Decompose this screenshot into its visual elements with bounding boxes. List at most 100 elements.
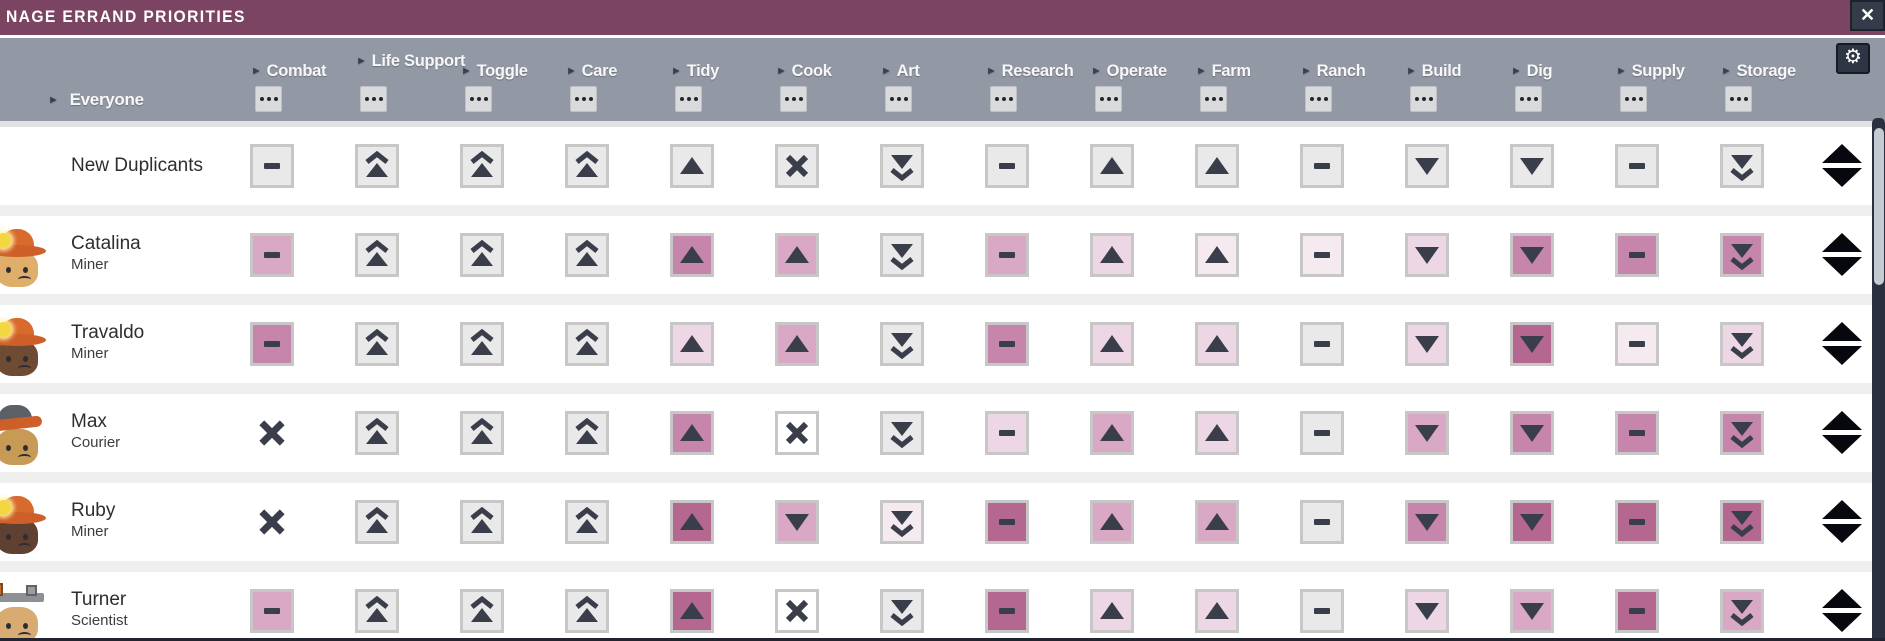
priority-cell-ruby-build[interactable]: [1405, 500, 1449, 544]
priority-cell-max-care[interactable]: [565, 411, 609, 455]
priority-cell-new-duplicants-tidy[interactable]: [670, 144, 714, 188]
priority-cell-turner-research[interactable]: [985, 589, 1029, 633]
priority-cell-turner-farm[interactable]: [1195, 589, 1239, 633]
priority-cell-travaldo-storage[interactable]: [1720, 322, 1764, 366]
priority-cell-ruby-tidy[interactable]: [670, 500, 714, 544]
priority-cell-new-duplicants-care[interactable]: [565, 144, 609, 188]
priority-cell-ruby-art[interactable]: [880, 500, 924, 544]
priority-cell-new-duplicants-cook[interactable]: [775, 144, 819, 188]
priority-cell-catalina-tidy[interactable]: [670, 233, 714, 277]
priority-cell-turner-cook[interactable]: [775, 589, 819, 633]
column-more-button-care[interactable]: [570, 86, 597, 112]
column-header-everyone[interactable]: ► Everyone: [48, 90, 248, 110]
priority-cell-ruby-life-support[interactable]: [355, 500, 399, 544]
priority-cell-new-duplicants-storage[interactable]: [1720, 144, 1764, 188]
priority-cell-new-duplicants-supply[interactable]: [1615, 144, 1659, 188]
row-sort-button-turner[interactable]: [1822, 589, 1862, 632]
priority-cell-turner-toggle[interactable]: [460, 589, 504, 633]
priority-cell-turner-life-support[interactable]: [355, 589, 399, 633]
column-more-button-toggle[interactable]: [465, 86, 492, 112]
priority-cell-ruby-care[interactable]: [565, 500, 609, 544]
priority-cell-catalina-art[interactable]: [880, 233, 924, 277]
priority-cell-travaldo-combat[interactable]: [250, 322, 294, 366]
priority-cell-catalina-toggle[interactable]: [460, 233, 504, 277]
priority-cell-travaldo-ranch[interactable]: [1300, 322, 1344, 366]
row-sort-button-travaldo[interactable]: [1822, 322, 1862, 365]
priority-cell-travaldo-build[interactable]: [1405, 322, 1449, 366]
priority-cell-new-duplicants-build[interactable]: [1405, 144, 1449, 188]
scrollbar-thumb[interactable]: [1873, 128, 1884, 285]
column-more-button-ranch[interactable]: [1305, 86, 1332, 112]
priority-cell-turner-supply[interactable]: [1615, 589, 1659, 633]
column-header-life-support[interactable]: ► Life Support: [356, 52, 468, 71]
column-more-button-farm[interactable]: [1200, 86, 1227, 112]
priority-cell-ruby-ranch[interactable]: [1300, 500, 1344, 544]
priority-cell-turner-storage[interactable]: [1720, 589, 1764, 633]
priority-cell-catalina-ranch[interactable]: [1300, 233, 1344, 277]
priority-cell-turner-tidy[interactable]: [670, 589, 714, 633]
priority-cell-max-supply[interactable]: [1615, 411, 1659, 455]
priority-cell-max-farm[interactable]: [1195, 411, 1239, 455]
priority-cell-new-duplicants-life-support[interactable]: [355, 144, 399, 188]
priority-cell-catalina-dig[interactable]: [1510, 233, 1554, 277]
column-more-button-dig[interactable]: [1515, 86, 1542, 112]
column-more-button-art[interactable]: [885, 86, 912, 112]
column-header-research[interactable]: ► Research: [986, 62, 1098, 81]
column-more-button-build[interactable]: [1410, 86, 1437, 112]
priority-cell-turner-build[interactable]: [1405, 589, 1449, 633]
column-more-button-operate[interactable]: [1095, 86, 1122, 112]
priority-cell-catalina-storage[interactable]: [1720, 233, 1764, 277]
priority-cell-turner-operate[interactable]: [1090, 589, 1134, 633]
priority-cell-catalina-care[interactable]: [565, 233, 609, 277]
column-more-button-cook[interactable]: [780, 86, 807, 112]
column-header-tidy[interactable]: ► Tidy: [671, 62, 783, 81]
priority-cell-max-cook[interactable]: [775, 411, 819, 455]
column-header-storage[interactable]: ► Storage: [1721, 62, 1833, 81]
priority-cell-catalina-research[interactable]: [985, 233, 1029, 277]
priority-cell-travaldo-care[interactable]: [565, 322, 609, 366]
priority-cell-travaldo-supply[interactable]: [1615, 322, 1659, 366]
priority-cell-turner-art[interactable]: [880, 589, 924, 633]
column-more-button-research[interactable]: [990, 86, 1017, 112]
priority-cell-ruby-dig[interactable]: [1510, 500, 1554, 544]
priority-cell-travaldo-dig[interactable]: [1510, 322, 1554, 366]
priority-cell-max-toggle[interactable]: [460, 411, 504, 455]
priority-cell-ruby-storage[interactable]: [1720, 500, 1764, 544]
column-more-button-combat[interactable]: [255, 86, 282, 112]
column-header-toggle[interactable]: ► Toggle: [461, 62, 573, 81]
column-more-button-storage[interactable]: [1725, 86, 1752, 112]
row-sort-button-new-duplicants[interactable]: [1822, 144, 1862, 187]
column-more-button-life-support[interactable]: [360, 86, 387, 112]
column-header-supply[interactable]: ► Supply: [1616, 62, 1728, 81]
priority-cell-max-storage[interactable]: [1720, 411, 1764, 455]
priority-cell-ruby-supply[interactable]: [1615, 500, 1659, 544]
column-header-cook[interactable]: ► Cook: [776, 62, 888, 81]
column-header-dig[interactable]: ► Dig: [1511, 62, 1623, 81]
priority-cell-new-duplicants-farm[interactable]: [1195, 144, 1239, 188]
column-header-operate[interactable]: ► Operate: [1091, 62, 1203, 81]
priority-cell-turner-care[interactable]: [565, 589, 609, 633]
priority-cell-ruby-combat[interactable]: [250, 500, 294, 544]
column-header-build[interactable]: ► Build: [1406, 62, 1518, 81]
row-sort-button-catalina[interactable]: [1822, 233, 1862, 276]
priority-cell-catalina-cook[interactable]: [775, 233, 819, 277]
column-header-ranch[interactable]: ► Ranch: [1301, 62, 1413, 81]
priority-cell-travaldo-farm[interactable]: [1195, 322, 1239, 366]
priority-cell-max-research[interactable]: [985, 411, 1029, 455]
priority-cell-travaldo-toggle[interactable]: [460, 322, 504, 366]
priority-cell-new-duplicants-art[interactable]: [880, 144, 924, 188]
priority-cell-catalina-farm[interactable]: [1195, 233, 1239, 277]
priority-cell-turner-dig[interactable]: [1510, 589, 1554, 633]
row-sort-button-ruby[interactable]: [1822, 500, 1862, 543]
priority-cell-new-duplicants-dig[interactable]: [1510, 144, 1554, 188]
priority-cell-max-ranch[interactable]: [1300, 411, 1344, 455]
priority-cell-max-tidy[interactable]: [670, 411, 714, 455]
priority-cell-travaldo-research[interactable]: [985, 322, 1029, 366]
priority-cell-turner-ranch[interactable]: [1300, 589, 1344, 633]
column-header-farm[interactable]: ► Farm: [1196, 62, 1308, 81]
priority-cell-ruby-cook[interactable]: [775, 500, 819, 544]
column-header-combat[interactable]: ► Combat: [251, 62, 363, 81]
column-more-button-supply[interactable]: [1620, 86, 1647, 112]
priority-cell-ruby-research[interactable]: [985, 500, 1029, 544]
priority-cell-travaldo-life-support[interactable]: [355, 322, 399, 366]
